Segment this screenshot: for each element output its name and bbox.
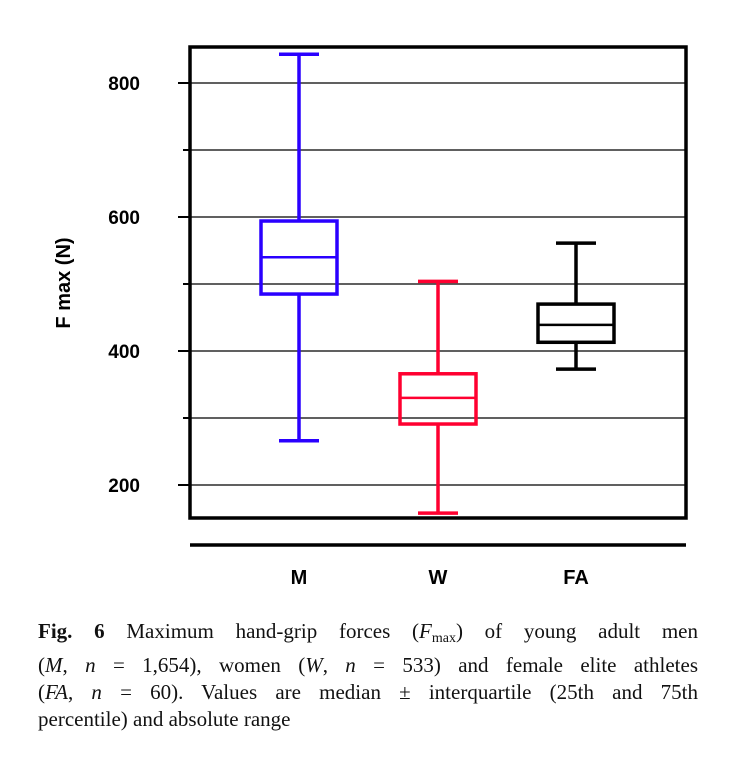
plot-frame	[188, 45, 688, 520]
caption-text: = 1,654), women (	[95, 653, 306, 677]
x-tick-label: W	[429, 567, 448, 589]
caption-text: W	[305, 653, 323, 677]
caption-text: F	[419, 619, 432, 643]
caption-text: ,	[67, 680, 92, 704]
y-axis-label: F max (N)	[53, 237, 75, 328]
caption-text: percentile) and absolute range	[38, 707, 291, 731]
box-M	[259, 52, 339, 443]
caption-text: n	[91, 680, 102, 704]
box-W	[398, 279, 478, 515]
caption-text: (	[38, 653, 45, 677]
caption-text: n	[345, 653, 356, 677]
box-FA	[536, 241, 616, 371]
y-tick-label: 200	[108, 476, 140, 497]
caption-text: ) of young adult men	[455, 619, 699, 643]
box-plot: 200 400 600 800 F max (N) M W FA	[53, 45, 688, 589]
caption-text: ,	[322, 653, 346, 677]
x-tick-label: FA	[563, 567, 589, 589]
caption-text: M	[45, 653, 63, 677]
figure-caption: Fig. 6 Maximum hand-grip forces (Fmax) o…	[38, 618, 698, 733]
caption-text: FA	[45, 680, 68, 704]
y-tick-label: 600	[108, 208, 140, 229]
caption-text: = 60). Values are median ± interquartile…	[101, 680, 698, 704]
caption-line: (FA, n = 60). Values are median ± interq…	[38, 679, 698, 706]
caption-text: n	[85, 653, 96, 677]
iqr-box	[536, 302, 616, 345]
x-tick-label: M	[291, 567, 308, 589]
caption-text: ,	[62, 653, 86, 677]
caption-text: (	[38, 680, 45, 704]
caption-text: = 533) and female elite athletes	[355, 653, 698, 677]
caption-line: (M, n = 1,654), women (W, n = 533) and f…	[38, 652, 698, 679]
caption-text: Maximum hand-grip forces (	[104, 619, 420, 643]
caption-line: percentile) and absolute range	[38, 706, 698, 733]
caption-text: max	[431, 631, 456, 646]
caption-text: Fig. 6	[38, 619, 105, 643]
y-tick-label: 400	[108, 342, 140, 363]
caption-line: Fig. 6 Maximum hand-grip forces (Fmax) o…	[38, 618, 698, 652]
y-tick-label: 800	[108, 74, 140, 95]
